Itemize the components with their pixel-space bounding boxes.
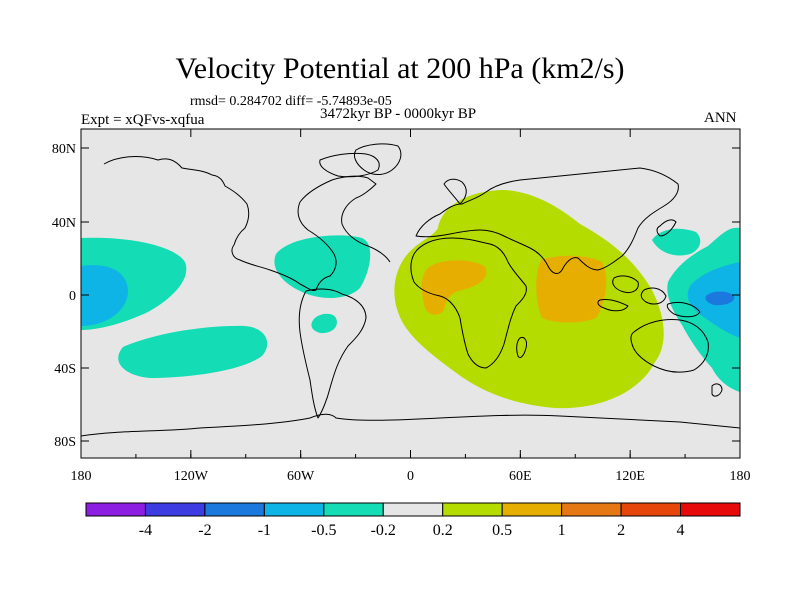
- lat-label: 40S: [54, 362, 76, 377]
- colorbar-swatch: [263, 502, 325, 517]
- colorbar-label: 0.5: [492, 522, 512, 539]
- colorbar-swatch: [501, 502, 563, 517]
- contour-fields: [81, 143, 740, 437]
- contour-africa-pos: [394, 190, 664, 409]
- experiment-label: Expt = xQFvs-xqfua: [81, 112, 205, 128]
- lon-label: 120E: [615, 469, 645, 484]
- colorbar-swatch: [323, 502, 384, 517]
- season-label: ANN: [704, 110, 737, 126]
- lon-label: 180: [730, 469, 751, 484]
- contour-south-pacific-neg: [118, 325, 268, 378]
- contour-indian-orange: [536, 255, 607, 323]
- lon-label: 60W: [287, 469, 315, 484]
- lat-label: 40N: [52, 216, 76, 231]
- colorbar-swatch: [204, 502, 265, 517]
- stats-line: rmsd= 0.284702 diff= -5.74893e-05: [190, 94, 392, 109]
- colorbar-swatch: [442, 502, 503, 517]
- colorbar-label: 4: [677, 522, 685, 539]
- colorbar-label: 1: [558, 522, 566, 539]
- colorbar-swatch: [85, 502, 146, 517]
- contour-west-pacific-blue: [705, 291, 735, 306]
- colorbar-label: -1: [258, 522, 271, 539]
- contour-brazil-neg: [311, 313, 337, 334]
- colorbar-swatch: [382, 502, 444, 517]
- lat-label: 80S: [54, 435, 76, 450]
- lat-label: 0: [69, 289, 76, 304]
- contour-east-pacific-mid: [81, 265, 128, 326]
- colorbar-swatch: [680, 502, 741, 517]
- lon-label: 180: [71, 469, 92, 484]
- coastlines: [81, 143, 740, 437]
- colorbar: -4 -2 -1 -0.5 -0.2 0.2 0.5 1 2 4: [85, 502, 741, 539]
- latitude-axis: 80N 40N 0 40S 80S: [52, 142, 740, 450]
- colorbar-swatch: [144, 502, 206, 517]
- longitude-axis: 180 120W 60W 0 60E 120E 180: [71, 129, 751, 484]
- colorbar-label: 2: [617, 522, 625, 539]
- plot-title: Velocity Potential at 200 hPa (km2/s): [175, 52, 625, 85]
- colorbar-label: -4: [139, 522, 152, 539]
- colorbar-label: -2: [198, 522, 211, 539]
- colorbar-swatch: [561, 502, 622, 517]
- colorbar-label: -0.2: [371, 522, 396, 539]
- contour-africa-orange: [421, 260, 487, 315]
- colorbar-label: 0.2: [433, 522, 453, 539]
- lon-label: 120W: [174, 469, 209, 484]
- lon-label: 60E: [509, 469, 532, 484]
- colorbar-swatch: [620, 502, 682, 517]
- lon-label: 0: [407, 469, 414, 484]
- colorbar-label: -0.5: [311, 522, 336, 539]
- lat-label: 80N: [52, 142, 76, 157]
- period-label: 3472kyr BP - 0000kyr BP: [320, 106, 477, 122]
